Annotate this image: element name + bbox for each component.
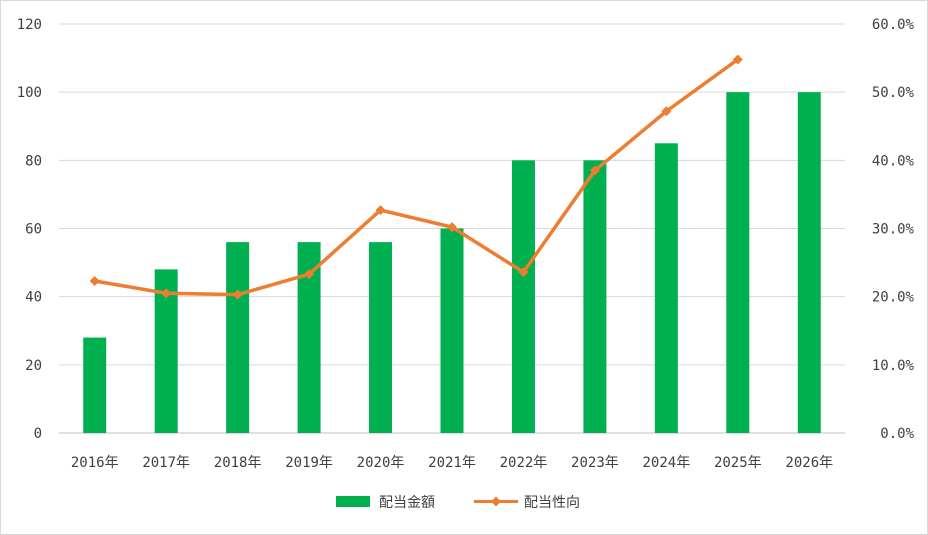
line-point [518,267,529,278]
bar [654,143,678,433]
bar [440,228,464,433]
y-left-tick-label: 0 [34,426,42,442]
y-right-tick-label: 60.0% [872,17,915,33]
bar [511,160,535,434]
legend-marker-diamond [491,496,501,507]
x-tick-label: 2026年 [785,455,833,471]
line-point [89,275,100,286]
legend-label-bar: 配当金額 [379,495,435,511]
line-point [375,205,386,216]
y-right-tick-label: 10.0% [872,358,915,374]
bar [83,337,107,433]
y-right-tick-label: 20.0% [872,290,915,306]
line-point [161,288,172,299]
y-left-tick-label: 20 [25,358,42,374]
bar [226,242,250,433]
bar-series [83,92,821,434]
line-series [89,54,743,300]
line-point [304,269,315,280]
bar [297,242,321,433]
line-point [232,289,243,300]
x-tick-label: 2023年 [571,455,619,471]
bar [726,92,750,434]
y-left-tick-label: 80 [25,153,42,169]
x-tick-label: 2017年 [142,455,190,471]
gridlines [59,23,845,434]
line-point [447,222,457,233]
legend: 配当金額 配当性向 [336,495,580,511]
x-tick-label: 2022年 [500,455,548,471]
y-left-tick-label: 120 [17,17,42,33]
x-tick-label: 2019年 [285,455,333,471]
x-tick-label: 2024年 [643,455,691,471]
x-tick-label: 2016年 [71,455,119,471]
y-right-tick-label: 0.0% [880,426,914,442]
x-tick-label: 2025年 [714,455,762,471]
legend-label-line: 配当性向 [524,495,580,511]
y-left-tick-label: 40 [25,290,42,306]
legend-swatch-bar [336,496,370,507]
bar [583,160,607,434]
y-right-tick-label: 30.0% [872,222,915,238]
axis-labels: 0 0.0% 20 10.0% 40 20.0% 60 30.0% 80 40.0% 100 50.0… [17,17,915,471]
x-tick-label: 2018年 [214,455,262,471]
line-path [92,57,740,297]
bar [154,269,178,433]
line-point [661,106,672,117]
y-right-tick-label: 50.0% [872,85,915,101]
bar [369,242,393,433]
line-point [589,165,600,176]
x-tick-label: 2020年 [357,455,405,471]
bar [797,92,821,434]
line-point [732,54,743,65]
y-right-tick-label: 40.0% [872,153,915,169]
y-left-tick-label: 60 [25,222,42,238]
x-tick-label: 2021年 [428,455,476,471]
y-left-tick-label: 100 [17,85,42,101]
